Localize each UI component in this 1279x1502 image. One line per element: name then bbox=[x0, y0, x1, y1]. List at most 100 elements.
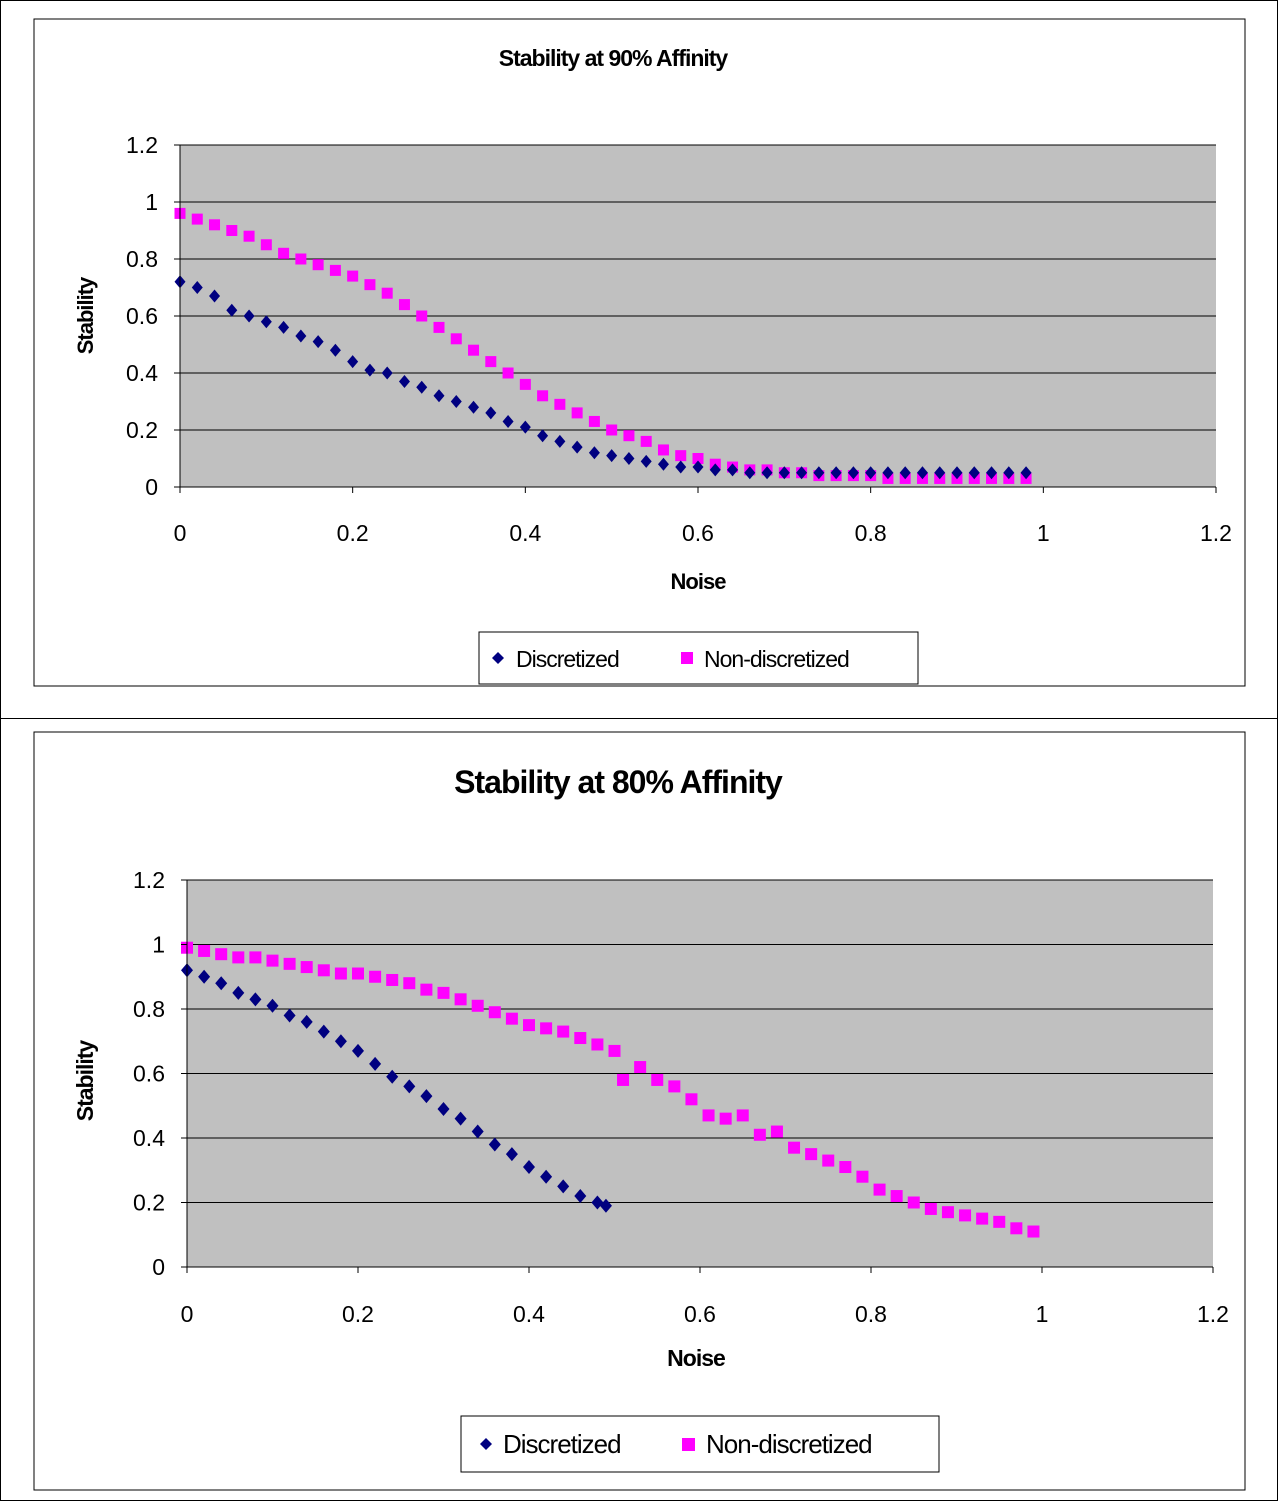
point-discretized bbox=[488, 1137, 501, 1152]
chart-stability-80: Stability at 80% Affinity 0 0.2 0.4 0.6 0.8 1… bbox=[33, 731, 1246, 1491]
point-non-discretized bbox=[702, 1109, 715, 1122]
point-discretized bbox=[519, 420, 531, 434]
data-marks bbox=[181, 941, 1040, 1238]
point-non-discretized bbox=[537, 390, 549, 402]
point-discretized bbox=[761, 466, 773, 480]
point-discretized bbox=[934, 466, 946, 480]
point-non-discretized bbox=[266, 954, 279, 967]
legend-label-discretized: Discretized bbox=[516, 646, 619, 672]
point-discretized bbox=[623, 452, 635, 465]
x-tick-label: 1 bbox=[1037, 520, 1050, 546]
y-tick-label: 0 bbox=[152, 1254, 165, 1280]
y-tick-label: 0.6 bbox=[126, 303, 158, 329]
point-non-discretized bbox=[381, 287, 393, 299]
y-tick-label: 0.8 bbox=[126, 246, 158, 272]
point-discretized bbox=[540, 1169, 553, 1184]
point-non-discretized bbox=[675, 450, 687, 462]
gridlines bbox=[187, 879, 1213, 1203]
point-non-discretized bbox=[941, 1206, 954, 1219]
point-non-discretized bbox=[519, 378, 531, 390]
point-non-discretized bbox=[369, 970, 382, 983]
chart-title: Stability at 90% Affinity bbox=[499, 45, 729, 71]
y-tick-label: 0.8 bbox=[133, 996, 165, 1022]
point-discretized bbox=[554, 434, 566, 448]
point-discretized bbox=[986, 466, 998, 480]
point-non-discretized bbox=[198, 944, 211, 957]
point-discretized bbox=[502, 414, 514, 428]
x-axis-label: Noise bbox=[671, 569, 727, 594]
gridlines bbox=[180, 144, 1216, 431]
point-discretized bbox=[317, 1024, 330, 1039]
point-non-discretized bbox=[890, 1190, 903, 1203]
point-discretized bbox=[640, 454, 652, 468]
x-tick-label: 0 bbox=[181, 1301, 194, 1327]
point-non-discretized bbox=[232, 951, 245, 964]
point-discretized bbox=[278, 320, 290, 334]
point-non-discretized bbox=[788, 1141, 801, 1154]
point-discretized bbox=[813, 466, 825, 480]
point-discretized bbox=[398, 375, 410, 389]
y-tick-label: 0.4 bbox=[133, 1125, 165, 1151]
point-non-discretized bbox=[907, 1196, 920, 1209]
point-discretized bbox=[433, 389, 445, 403]
point-discretized bbox=[347, 355, 359, 369]
legend-label-non-discretized: Non-discretized bbox=[704, 646, 849, 672]
point-non-discretized bbox=[719, 1112, 732, 1125]
point-discretized bbox=[968, 466, 980, 480]
point-discretized bbox=[916, 466, 928, 480]
y-tick-label: 1.2 bbox=[126, 132, 158, 158]
point-discretized bbox=[588, 446, 600, 460]
point-non-discretized bbox=[1027, 1225, 1040, 1238]
point-non-discretized bbox=[505, 1012, 518, 1025]
point-non-discretized bbox=[209, 219, 221, 231]
legend-marker-non-discretized bbox=[682, 1438, 695, 1451]
point-non-discretized bbox=[873, 1183, 886, 1196]
point-discretized bbox=[266, 998, 279, 1013]
point-discretized bbox=[209, 289, 221, 303]
point-discretized bbox=[675, 460, 687, 474]
point-non-discretized bbox=[588, 415, 600, 427]
point-non-discretized bbox=[403, 977, 416, 990]
axes bbox=[174, 144, 1217, 493]
point-non-discretized bbox=[608, 1044, 621, 1057]
point-non-discretized bbox=[805, 1148, 818, 1161]
point-non-discretized bbox=[352, 967, 364, 980]
point-non-discretized bbox=[398, 299, 410, 311]
point-non-discretized bbox=[634, 1061, 647, 1074]
point-non-discretized bbox=[557, 1025, 570, 1038]
x-tick-label: 0 bbox=[174, 520, 187, 546]
x-tick-label: 0.6 bbox=[684, 1301, 716, 1327]
point-discretized bbox=[334, 1034, 347, 1049]
point-discretized bbox=[243, 309, 255, 323]
y-tick-labels: 0 0.2 0.4 0.6 0.8 1 1.2 bbox=[126, 132, 158, 500]
point-discretized bbox=[657, 457, 669, 471]
y-tick-label: 0.2 bbox=[126, 417, 158, 443]
x-tick-label: 0.8 bbox=[855, 520, 887, 546]
point-discretized bbox=[865, 466, 877, 480]
point-non-discretized bbox=[454, 993, 467, 1006]
y-tick-label: 0 bbox=[145, 474, 158, 500]
point-non-discretized bbox=[433, 321, 445, 333]
x-tick-labels: 0 0.2 0.4 0.6 0.8 1 1.2 bbox=[174, 520, 1232, 546]
point-non-discretized bbox=[420, 983, 433, 996]
point-non-discretized bbox=[856, 1170, 869, 1183]
point-non-discretized bbox=[364, 279, 376, 291]
point-discretized bbox=[352, 1043, 364, 1058]
point-non-discretized bbox=[993, 1215, 1006, 1228]
chart-stability-90: Stability at 90% Affinity 0 0.2 0.4 0.6 0.8 1… bbox=[33, 18, 1246, 687]
point-non-discretized bbox=[959, 1209, 972, 1222]
point-discretized bbox=[364, 363, 376, 377]
point-non-discretized bbox=[606, 424, 618, 436]
point-discretized bbox=[727, 463, 739, 477]
point-non-discretized bbox=[334, 967, 347, 980]
point-discretized bbox=[312, 335, 324, 349]
y-tick-label: 0.4 bbox=[126, 360, 158, 386]
point-discretized bbox=[329, 343, 341, 357]
point-non-discretized bbox=[450, 333, 462, 345]
point-non-discretized bbox=[1010, 1222, 1023, 1235]
point-non-discretized bbox=[347, 270, 359, 282]
y-tick-label: 1.2 bbox=[133, 867, 165, 893]
point-discretized bbox=[574, 1189, 587, 1204]
y-axis-label: Stability bbox=[73, 276, 98, 354]
legend-box bbox=[460, 1415, 940, 1473]
